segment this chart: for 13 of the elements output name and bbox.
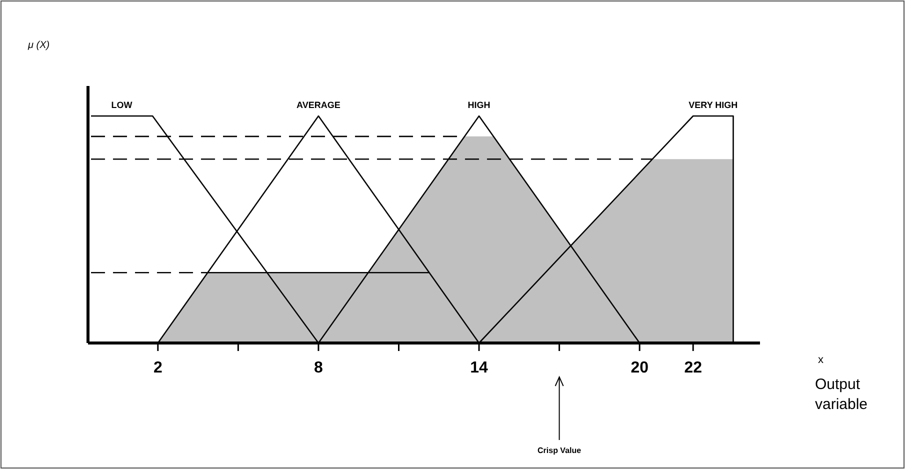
series-label: LOW bbox=[111, 100, 133, 110]
x-tick-label: 14 bbox=[470, 359, 488, 376]
text: μ (X) bbox=[27, 40, 50, 51]
x-tick-label: 2 bbox=[153, 359, 162, 376]
x-tick-label: 22 bbox=[684, 359, 702, 376]
x-tick-label: 20 bbox=[630, 359, 649, 376]
series-label: HIGH bbox=[468, 100, 490, 110]
x-tick-label: 8 bbox=[314, 359, 324, 376]
text: Crisp Value bbox=[538, 446, 582, 455]
text: Output variable bbox=[815, 376, 868, 413]
series-label: AVERAGE bbox=[296, 100, 340, 110]
series-label: VERY HIGH bbox=[688, 100, 738, 110]
text: x bbox=[818, 354, 824, 366]
